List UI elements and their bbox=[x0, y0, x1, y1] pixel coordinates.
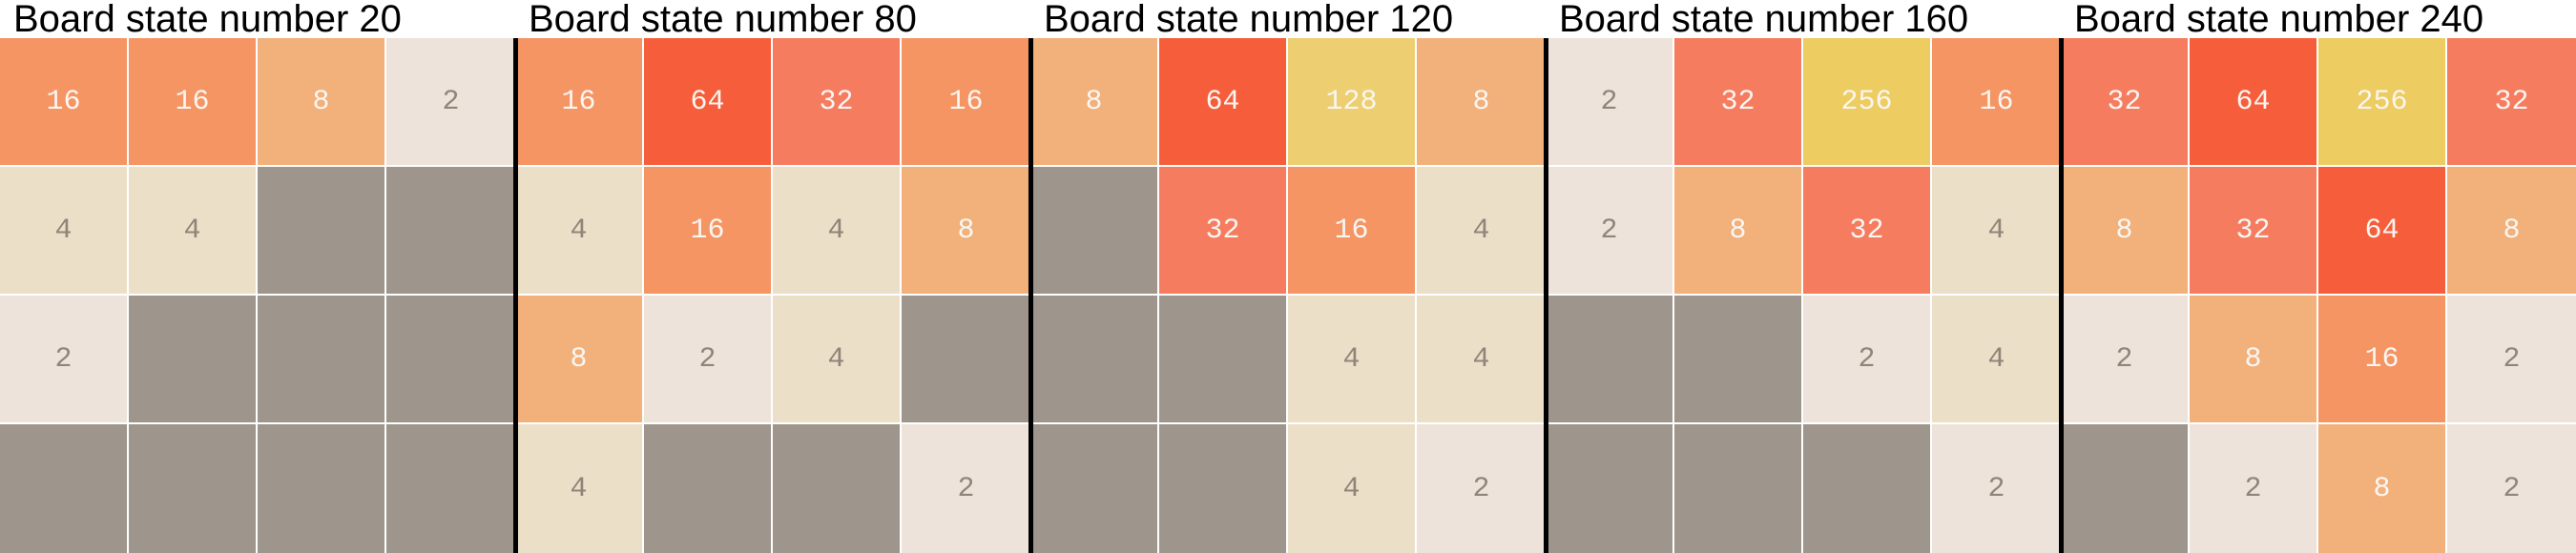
number-tile: 64 bbox=[1159, 38, 1288, 167]
number-tile: 128 bbox=[1288, 38, 1417, 167]
game-board: 16 64 32 16 4 16 4 8 8 2 4 4 2 bbox=[515, 38, 1030, 553]
number-tile: 64 bbox=[644, 38, 773, 167]
empty-tile bbox=[258, 296, 386, 424]
game-board: 8 64 128 8 32 16 4 4 4 4 2 bbox=[1030, 38, 1546, 553]
board-panel: Board state number 120 8 64 128 8 32 16 4 4 4 4 2 bbox=[1030, 0, 1546, 553]
number-tile: 64 bbox=[2318, 167, 2447, 296]
empty-tile bbox=[1159, 424, 1288, 553]
number-tile: 16 bbox=[0, 38, 129, 167]
number-tile: 2 bbox=[2190, 424, 2318, 553]
empty-tile bbox=[1030, 424, 1159, 553]
number-tile: 8 bbox=[2447, 167, 2576, 296]
empty-tile bbox=[1030, 296, 1159, 424]
empty-tile bbox=[129, 424, 258, 553]
empty-tile bbox=[1159, 296, 1288, 424]
number-tile: 2 bbox=[0, 296, 129, 424]
number-tile: 4 bbox=[1288, 296, 1417, 424]
panel-divider bbox=[1028, 38, 1033, 553]
number-tile: 2 bbox=[902, 424, 1030, 553]
number-tile: 16 bbox=[1288, 167, 1417, 296]
empty-tile bbox=[902, 296, 1030, 424]
number-tile: 32 bbox=[2190, 167, 2318, 296]
number-tile: 4 bbox=[773, 296, 902, 424]
number-tile: 8 bbox=[2318, 424, 2447, 553]
board-title: Board state number 240 bbox=[2074, 0, 2484, 40]
number-tile: 2 bbox=[1932, 424, 2061, 553]
game-board: 2 32 256 16 2 8 32 4 2 4 2 bbox=[1546, 38, 2061, 553]
number-tile: 2 bbox=[644, 296, 773, 424]
number-tile: 64 bbox=[2190, 38, 2318, 167]
number-tile: 16 bbox=[515, 38, 644, 167]
board-panel: Board state number 160 2 32 256 16 2 8 32 4 2 4 2 bbox=[1546, 0, 2061, 553]
empty-tile bbox=[386, 424, 515, 553]
number-tile: 2 bbox=[386, 38, 515, 167]
empty-tile bbox=[0, 424, 129, 553]
number-tile: 2 bbox=[1546, 167, 1674, 296]
number-tile: 16 bbox=[129, 38, 258, 167]
number-tile: 8 bbox=[902, 167, 1030, 296]
number-tile: 8 bbox=[2061, 167, 2190, 296]
number-tile: 2 bbox=[2447, 424, 2576, 553]
number-tile: 2 bbox=[2447, 296, 2576, 424]
board-title: Board state number 120 bbox=[1044, 0, 1454, 40]
board-title: Board state number 160 bbox=[1559, 0, 1969, 40]
number-tile: 16 bbox=[1932, 38, 2061, 167]
number-tile: 32 bbox=[773, 38, 902, 167]
empty-tile bbox=[1546, 424, 1674, 553]
number-tile: 8 bbox=[1030, 38, 1159, 167]
empty-tile bbox=[773, 424, 902, 553]
number-tile: 4 bbox=[129, 167, 258, 296]
number-tile: 4 bbox=[515, 167, 644, 296]
number-tile: 32 bbox=[1803, 167, 1932, 296]
number-tile: 32 bbox=[2447, 38, 2576, 167]
board-panel: Board state number 240 32 64 256 32 8 32 64 8 2 8 1… bbox=[2061, 0, 2576, 553]
number-tile: 8 bbox=[515, 296, 644, 424]
board-title: Board state number 20 bbox=[13, 0, 402, 40]
number-tile: 8 bbox=[2190, 296, 2318, 424]
empty-tile bbox=[1674, 424, 1803, 553]
board-title: Board state number 80 bbox=[529, 0, 917, 40]
number-tile: 256 bbox=[2318, 38, 2447, 167]
panel-divider bbox=[1544, 38, 1548, 553]
panel-divider bbox=[2059, 38, 2064, 553]
empty-tile bbox=[1803, 424, 1932, 553]
empty-tile bbox=[2061, 424, 2190, 553]
empty-tile bbox=[258, 424, 386, 553]
empty-tile bbox=[644, 424, 773, 553]
panel-divider bbox=[513, 38, 518, 553]
game-board: 16 16 8 2 4 4 2 bbox=[0, 38, 515, 553]
number-tile: 4 bbox=[1417, 296, 1546, 424]
empty-tile bbox=[1030, 167, 1159, 296]
number-tile: 2 bbox=[1803, 296, 1932, 424]
empty-tile bbox=[1546, 296, 1674, 424]
number-tile: 4 bbox=[1932, 167, 2061, 296]
number-tile: 8 bbox=[1674, 167, 1803, 296]
number-tile: 32 bbox=[2061, 38, 2190, 167]
board-panel: Board state number 80 16 64 32 16 4 16 4 8 8 2 4 4 2 bbox=[515, 0, 1030, 553]
number-tile: 16 bbox=[902, 38, 1030, 167]
board-panel: Board state number 20 16 16 8 2 4 4 2 bbox=[0, 0, 515, 553]
number-tile: 4 bbox=[1417, 167, 1546, 296]
empty-tile bbox=[386, 167, 515, 296]
number-tile: 256 bbox=[1803, 38, 1932, 167]
number-tile: 4 bbox=[1288, 424, 1417, 553]
number-tile: 4 bbox=[773, 167, 902, 296]
number-tile: 2 bbox=[2061, 296, 2190, 424]
number-tile: 8 bbox=[258, 38, 386, 167]
number-tile: 32 bbox=[1159, 167, 1288, 296]
empty-tile bbox=[386, 296, 515, 424]
number-tile: 8 bbox=[1417, 38, 1546, 167]
number-tile: 2 bbox=[1417, 424, 1546, 553]
number-tile: 16 bbox=[644, 167, 773, 296]
number-tile: 4 bbox=[515, 424, 644, 553]
empty-tile bbox=[1674, 296, 1803, 424]
game-board: 32 64 256 32 8 32 64 8 2 8 16 2 2 8 2 bbox=[2061, 38, 2576, 553]
empty-tile bbox=[129, 296, 258, 424]
empty-tile bbox=[258, 167, 386, 296]
number-tile: 4 bbox=[1932, 296, 2061, 424]
number-tile: 32 bbox=[1674, 38, 1803, 167]
number-tile: 4 bbox=[0, 167, 129, 296]
number-tile: 16 bbox=[2318, 296, 2447, 424]
number-tile: 2 bbox=[1546, 38, 1674, 167]
